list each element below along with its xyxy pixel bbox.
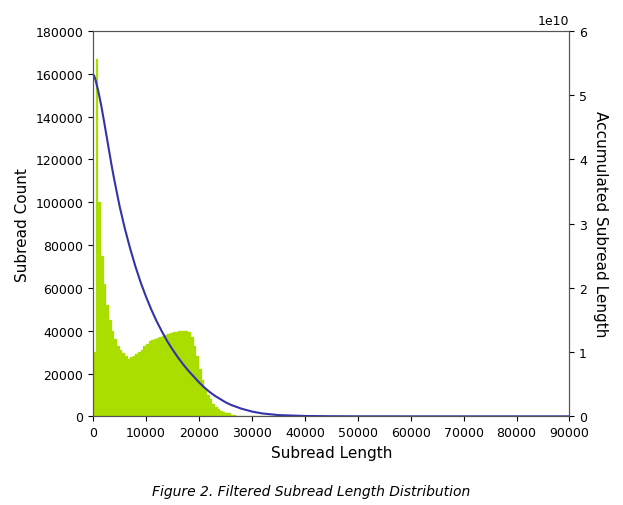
Bar	[122, 354, 125, 417]
Bar	[101, 256, 104, 417]
Bar	[212, 403, 215, 417]
Bar	[223, 412, 226, 417]
Bar	[178, 332, 181, 417]
Bar	[191, 337, 194, 417]
Bar	[120, 350, 122, 417]
Bar	[183, 331, 186, 417]
Bar	[115, 339, 117, 417]
Bar	[181, 331, 183, 417]
Bar	[154, 339, 156, 417]
Text: 1e10: 1e10	[538, 15, 569, 28]
Bar	[143, 346, 146, 417]
Bar	[98, 203, 101, 417]
Bar	[162, 336, 164, 417]
Bar	[104, 284, 107, 417]
Bar	[93, 352, 96, 417]
Y-axis label: Accumulated Subread Length: Accumulated Subread Length	[593, 111, 608, 337]
Bar	[194, 346, 196, 417]
Text: Figure 2. Filtered Subread Length Distribution: Figure 2. Filtered Subread Length Distri…	[153, 484, 470, 498]
Bar	[149, 342, 151, 417]
Bar	[175, 332, 178, 417]
Bar	[117, 346, 120, 417]
Bar	[236, 416, 241, 417]
Bar	[138, 352, 141, 417]
Bar	[112, 331, 115, 417]
Bar	[170, 333, 173, 417]
Bar	[133, 357, 135, 417]
Bar	[159, 337, 162, 417]
Bar	[215, 407, 217, 417]
Bar	[196, 357, 199, 417]
Bar	[207, 395, 209, 417]
Bar	[156, 338, 159, 417]
Bar	[164, 335, 167, 417]
Bar	[167, 334, 170, 417]
Bar	[130, 358, 133, 417]
Bar	[135, 355, 138, 417]
Bar	[141, 350, 143, 417]
Bar	[217, 409, 220, 417]
Y-axis label: Subread Count: Subread Count	[15, 167, 30, 281]
Bar	[186, 331, 188, 417]
Bar	[151, 341, 154, 417]
Bar	[231, 415, 236, 417]
Bar	[109, 320, 112, 417]
Bar	[188, 332, 191, 417]
X-axis label: Subread Length: Subread Length	[270, 445, 392, 460]
Bar	[199, 370, 202, 417]
Bar	[220, 411, 223, 417]
Bar	[146, 344, 149, 417]
Bar	[173, 333, 175, 417]
Bar	[226, 413, 231, 417]
Bar	[128, 359, 130, 417]
Bar	[202, 380, 204, 417]
Bar	[96, 60, 98, 417]
Bar	[209, 399, 212, 417]
Bar	[125, 357, 128, 417]
Bar	[204, 389, 207, 417]
Bar	[107, 306, 109, 417]
